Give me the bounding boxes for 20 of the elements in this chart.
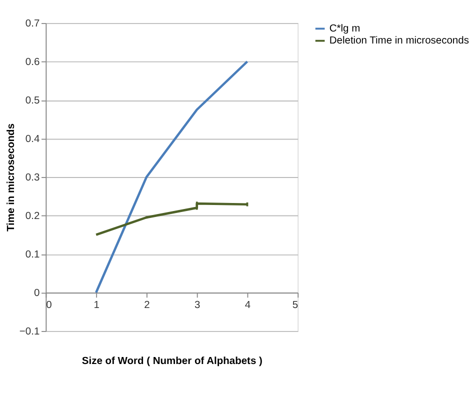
x-tick-label: 2 (144, 300, 150, 311)
y-tick-label: −0.1 (19, 326, 40, 338)
y-tick-label: 0.1 (25, 249, 40, 260)
x-tick-label: 0 (46, 300, 52, 311)
y-axis-title: Time in microseconds (6, 123, 17, 232)
legend-label: Deletion Time in microseconds (329, 36, 469, 47)
legend-label: C*lg m (329, 23, 360, 34)
y-tick-label: 0 (34, 288, 40, 299)
y-tick-label: 0.2 (25, 210, 40, 222)
x-tick-label: 4 (244, 300, 251, 311)
x-tick-label: 1 (94, 300, 100, 311)
line-series (94, 60, 248, 294)
y-tick-label: 0.3 (25, 172, 40, 184)
y-tick-label: 0.5 (25, 95, 40, 106)
x-tick-label: 3 (194, 300, 200, 311)
y-tick-label: 0.7 (25, 18, 40, 30)
y-tick-label: 0.6 (25, 56, 40, 68)
y-tick-label: 0.4 (25, 134, 40, 145)
x-axis-title: Size of Word ( Number of Alphabets ) (82, 356, 262, 368)
x-tick-label: 5 (292, 300, 298, 311)
